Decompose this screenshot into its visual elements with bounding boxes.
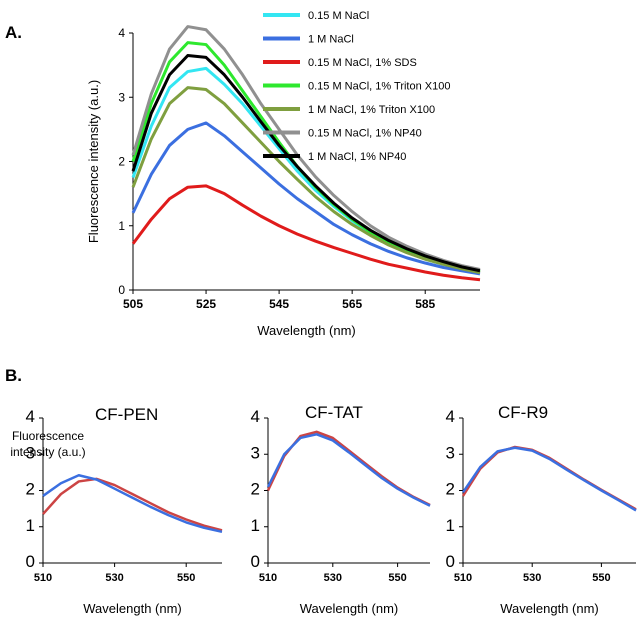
x-axis-label: Wavelength (nm) xyxy=(500,601,599,616)
y-tick-label: 2 xyxy=(251,480,260,499)
y-axis-label-line2: intensity (a.u.) xyxy=(10,445,85,459)
panel-label-b: B. xyxy=(5,366,22,385)
x-tick-label: 510 xyxy=(34,572,52,584)
x-tick-label: 545 xyxy=(269,297,289,311)
y-tick-label: 4 xyxy=(251,407,260,426)
x-tick-label: 550 xyxy=(177,572,195,584)
legend-label: 0.15 M NaCl, 1% NP40 xyxy=(308,128,422,140)
y-tick-label: 3 xyxy=(26,443,35,462)
panel-label-a: A. xyxy=(5,23,22,42)
y-axis-label-line1: Fluorescence xyxy=(12,429,84,443)
legend-label: 1 M NaCl, 1% NP40 xyxy=(308,151,406,163)
x-tick-label: 585 xyxy=(415,297,435,311)
y-tick-label: 0 xyxy=(446,552,455,571)
series-line-1 xyxy=(42,474,223,534)
x-tick-label: 525 xyxy=(196,297,216,311)
x-tick-label: 530 xyxy=(324,572,342,584)
x-tick-label: 510 xyxy=(454,572,472,584)
y-tick-label: 1 xyxy=(26,516,35,535)
chart-1: 0 1 2 3 4 510 530 550 Wavelength (nm) Fluorescenc… xyxy=(10,405,223,616)
subplot-title: CF-R9 xyxy=(498,403,548,422)
y-tick-label: 1 xyxy=(446,516,455,535)
x-tick-label: 550 xyxy=(592,572,610,584)
y-tick-label: 1 xyxy=(251,516,260,535)
chart-0: 0 1 2 3 4 505 525 545 565 585 Wavelength (nm) Fluor… xyxy=(86,10,481,338)
y-axis-label: Fluorescence intensity (a.u.) xyxy=(86,80,101,243)
x-tick-label: 530 xyxy=(105,572,123,584)
y-tick-label: 3 xyxy=(118,90,125,104)
x-tick-label: 550 xyxy=(388,572,406,584)
series-line-1 xyxy=(461,446,637,512)
y-tick-label: 3 xyxy=(251,443,260,462)
charts: 0 1 2 3 4 505 525 545 565 585 Wavelength (nm) Fluor… xyxy=(10,10,637,616)
y-tick-label: 0 xyxy=(118,283,125,297)
x-tick-label: 530 xyxy=(523,572,541,584)
x-tick-label: 510 xyxy=(259,572,277,584)
legend-label: 0.15 M NaCl, 1% Triton X100 xyxy=(308,81,450,93)
legend-label: 0.15 M NaCl, 1% SDS xyxy=(308,57,417,69)
chart-3: 0 1 2 3 4 510 530 550 Wavelength (nm) CF-R9 xyxy=(446,403,637,616)
x-axis-label: Wavelength (nm) xyxy=(83,601,182,616)
y-tick-label: 4 xyxy=(118,26,125,40)
x-axis-label: Wavelength (nm) xyxy=(257,323,356,338)
y-tick-label: 1 xyxy=(118,219,125,233)
subplot-title: CF-PEN xyxy=(95,405,158,424)
series-line-1 xyxy=(266,433,431,507)
y-tick-label: 0 xyxy=(26,552,35,571)
subplot-title: CF-TAT xyxy=(305,403,363,422)
y-tick-label: 2 xyxy=(446,480,455,499)
y-tick-label: 0 xyxy=(251,552,260,571)
x-tick-label: 565 xyxy=(342,297,362,311)
series-line-0 xyxy=(461,445,637,511)
series-line-0 xyxy=(42,477,223,532)
y-tick-label: 2 xyxy=(118,155,125,169)
series-line-0 xyxy=(131,66,481,274)
y-tick-label: 3 xyxy=(446,443,455,462)
x-tick-label: 505 xyxy=(123,297,143,311)
series-line-4 xyxy=(131,86,481,275)
legend-label: 0.15 M NaCl xyxy=(308,10,369,22)
y-tick-label: 4 xyxy=(446,407,455,426)
series-line-2 xyxy=(131,184,481,282)
y-tick-label: 2 xyxy=(26,480,35,499)
series-line-6 xyxy=(131,53,481,273)
legend-label: 1 M NaCl xyxy=(308,34,354,46)
y-tick-label: 4 xyxy=(26,407,35,426)
legend-label: 1 M NaCl, 1% Triton X100 xyxy=(308,104,435,116)
x-axis-label: Wavelength (nm) xyxy=(300,601,399,616)
chart-2: 0 1 2 3 4 510 530 550 Wavelength (nm) CF-TAT xyxy=(251,403,431,616)
series-line-5 xyxy=(131,25,481,271)
series-line-1 xyxy=(131,121,481,276)
